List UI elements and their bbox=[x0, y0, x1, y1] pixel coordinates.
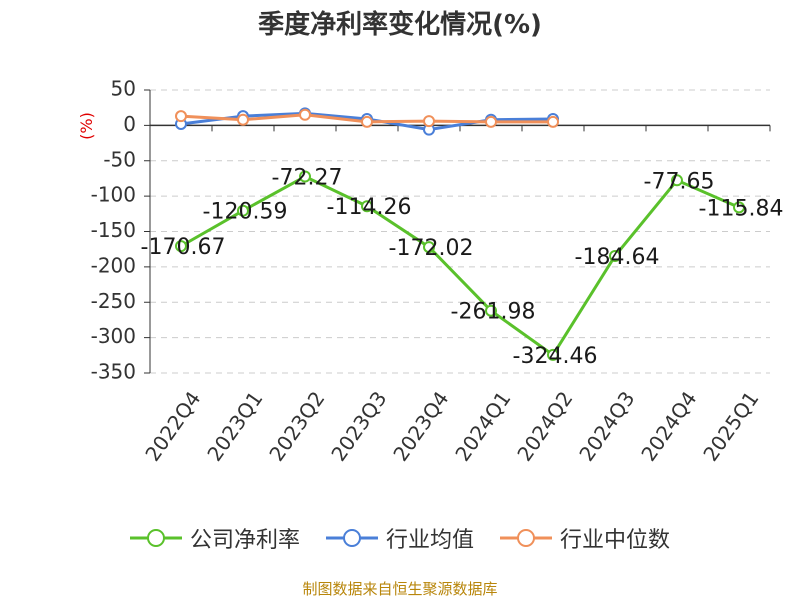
y-tick-labels: 50 0 -50 -100 -150 -200 -250 -300 -350 bbox=[91, 77, 136, 384]
y-tick-label: -300 bbox=[91, 324, 136, 348]
data-label: -261.98 bbox=[451, 300, 536, 325]
data-labels: -170.67 -120.59 -72.27 -114.26 -172.02 -261.9… bbox=[141, 166, 784, 369]
y-tick-label: -200 bbox=[91, 253, 136, 277]
legend-swatch-icon bbox=[325, 529, 378, 547]
data-point bbox=[237, 113, 249, 126]
series-lines bbox=[175, 107, 745, 361]
x-tick-label: 2022Q4 bbox=[140, 387, 205, 466]
legend-swatch-icon bbox=[129, 529, 182, 547]
y-tick-label: -350 bbox=[91, 360, 136, 384]
data-label: -115.84 bbox=[699, 196, 784, 221]
legend-label: 行业中位数 bbox=[560, 528, 671, 553]
source-footer: 制图数据来自恒生聚源数据库 bbox=[302, 580, 498, 598]
data-point bbox=[237, 204, 249, 217]
x-tick-label: 2023Q3 bbox=[326, 387, 391, 466]
data-point bbox=[547, 115, 559, 128]
y-tick-label: 0 bbox=[123, 112, 136, 136]
data-label: -77.65 bbox=[644, 169, 715, 194]
legend: 公司净利率 行业均值 行业中位数 bbox=[0, 522, 800, 554]
x-tick-labels: 2022Q42023Q12023Q22023Q32023Q42024Q12024… bbox=[140, 387, 763, 466]
data-point bbox=[361, 115, 373, 128]
x-tick-label: 2024Q4 bbox=[636, 387, 701, 466]
x-tick-label: 2024Q3 bbox=[574, 387, 639, 466]
chart-title: 季度净利率变化情况(%) bbox=[258, 10, 542, 40]
data-point bbox=[175, 110, 187, 123]
data-label: -114.26 bbox=[327, 195, 412, 220]
data-label: -120.59 bbox=[203, 200, 288, 225]
x-tick-label: 2023Q4 bbox=[388, 387, 453, 466]
y-tick-label: -150 bbox=[91, 218, 136, 242]
legend-item[interactable]: 公司净利率 bbox=[129, 522, 300, 554]
data-point bbox=[299, 108, 311, 121]
grid-lines bbox=[150, 89, 770, 374]
y-tick-label: -50 bbox=[103, 147, 136, 171]
data-label: -170.67 bbox=[141, 235, 226, 260]
data-point bbox=[609, 250, 621, 263]
y-axis-label: (%) bbox=[77, 112, 96, 140]
x-tick-label: 2023Q1 bbox=[202, 387, 267, 466]
data-label: -324.46 bbox=[513, 344, 598, 369]
legend-swatch-icon bbox=[500, 529, 552, 547]
data-point bbox=[175, 240, 187, 253]
series-line bbox=[180, 174, 740, 358]
data-point bbox=[485, 304, 497, 317]
data-point bbox=[423, 241, 435, 254]
data-point bbox=[299, 170, 311, 183]
y-tick-label: -250 bbox=[91, 289, 136, 313]
data-point bbox=[671, 174, 683, 187]
x-tick-label: 2023Q2 bbox=[264, 387, 329, 466]
data-point bbox=[733, 201, 745, 214]
data-label: -72.27 bbox=[272, 166, 343, 191]
chart: 500-50-100-150-200-250-300-350 2022Q4202… bbox=[77, 77, 784, 466]
x-tick-label: 2025Q1 bbox=[698, 387, 763, 466]
legend-label: 公司净利率 bbox=[189, 528, 300, 553]
y-tick-label: 50 bbox=[111, 77, 136, 101]
data-point bbox=[361, 200, 373, 213]
axes bbox=[144, 89, 771, 374]
data-label: -184.64 bbox=[575, 245, 660, 270]
data-point bbox=[423, 115, 435, 128]
data-label: -172.02 bbox=[389, 236, 474, 261]
data-point bbox=[547, 348, 559, 361]
legend-item[interactable]: 行业中位数 bbox=[500, 522, 670, 554]
legend-label: 行业均值 bbox=[385, 528, 474, 553]
x-tick-label: 2024Q2 bbox=[512, 387, 577, 466]
y-tick-label: -100 bbox=[91, 183, 136, 207]
x-tick-label: 2024Q1 bbox=[450, 387, 515, 466]
data-point bbox=[485, 115, 497, 128]
legend-item[interactable]: 行业均值 bbox=[325, 522, 474, 554]
